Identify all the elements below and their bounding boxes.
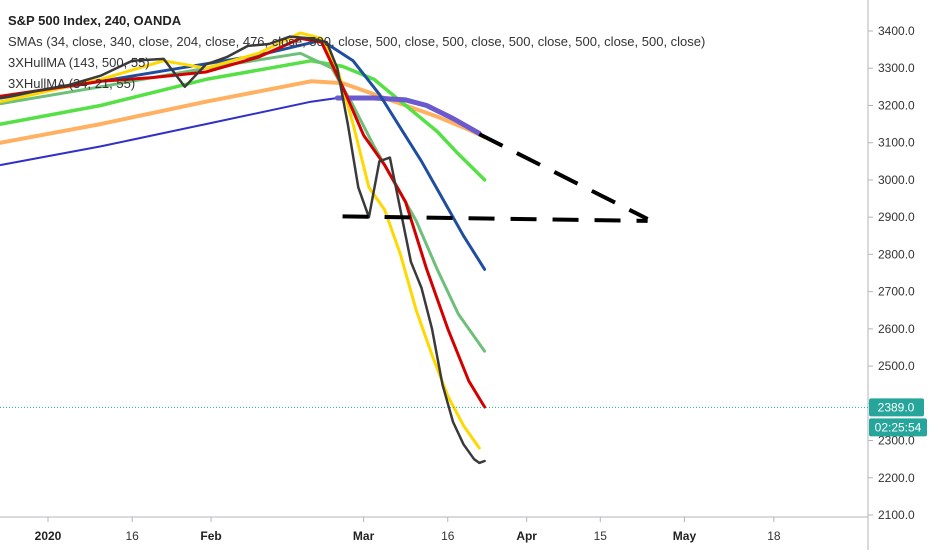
last-price-label: 2389.0: [878, 400, 915, 414]
time-tick-label: 2020: [35, 529, 62, 543]
symbol-title[interactable]: S&P 500 Index, 240, OANDA: [8, 13, 182, 28]
price-tick-label: 3400.0: [878, 24, 915, 38]
price-axis[interactable]: 3400.0 3300.0 3200.0 3100.0 3000.0 2900.0 2800…: [868, 24, 915, 522]
series-hull-blue[interactable]: [0, 38, 487, 271]
legend: S&P 500 Index, 240, OANDA SMAs (34, clos…: [8, 10, 705, 94]
price-tick-label: 2700.0: [878, 285, 915, 299]
last-price-badge: [869, 398, 924, 417]
countdown-label: 02:25:54: [875, 420, 922, 434]
price-tick-label: 3000.0: [878, 173, 915, 187]
time-tick-label: 15: [594, 529, 608, 543]
price-tick-label: 2600.0: [878, 322, 915, 336]
time-tick-label: Apr: [516, 529, 537, 543]
series-sma-yellow[interactable]: [0, 31, 481, 450]
series-sma-orange[interactable]: [0, 79, 487, 145]
series-price[interactable]: [0, 35, 486, 465]
series-hull-green[interactable]: [0, 59, 487, 182]
series-hull-seagreen[interactable]: [0, 51, 487, 353]
annotation-layer: [342, 132, 649, 223]
price-tick-label: 2200.0: [878, 471, 915, 485]
price-tick-label: 2500.0: [878, 359, 915, 373]
trendline-descending[interactable]: [478, 132, 649, 221]
time-tick-label: 18: [767, 529, 781, 543]
series-layer: [0, 31, 487, 465]
last-price-tag: 2389.0 02:25:54: [869, 398, 927, 437]
series-sma-navy[interactable]: [0, 97, 339, 166]
time-tick-label: Feb: [200, 529, 221, 543]
time-tick-label: 16: [125, 529, 139, 543]
legend-hull-1[interactable]: 3XHullMA (143, 500, 55): [8, 55, 150, 70]
legend-hull-2[interactable]: 3XHullMA (34, 21, 55): [8, 76, 136, 91]
time-tick-label: May: [673, 529, 697, 543]
trendline-horizontal[interactable]: [342, 214, 648, 223]
price-tick-label: 2900.0: [878, 210, 915, 224]
series-sma-red[interactable]: [0, 36, 487, 409]
time-tick-label: 16: [441, 529, 455, 543]
time-tick-label: Mar: [353, 529, 375, 543]
time-axis[interactable]: 2020 16 Feb Mar 16 Apr 15 May 18: [35, 517, 781, 543]
price-tick-label: 3300.0: [878, 61, 915, 75]
price-tick-label: 3100.0: [878, 136, 915, 150]
price-tick-label: 2300.0: [878, 434, 915, 448]
price-tick-label: 3200.0: [878, 98, 915, 112]
series-sma-purple[interactable]: [334, 95, 482, 136]
price-tick-label: 2800.0: [878, 247, 915, 261]
price-tick-label: 2100.0: [878, 508, 915, 522]
legend-sma[interactable]: SMAs (34, close, 340, close, 204, close,…: [8, 34, 706, 49]
countdown-badge: [869, 418, 927, 437]
